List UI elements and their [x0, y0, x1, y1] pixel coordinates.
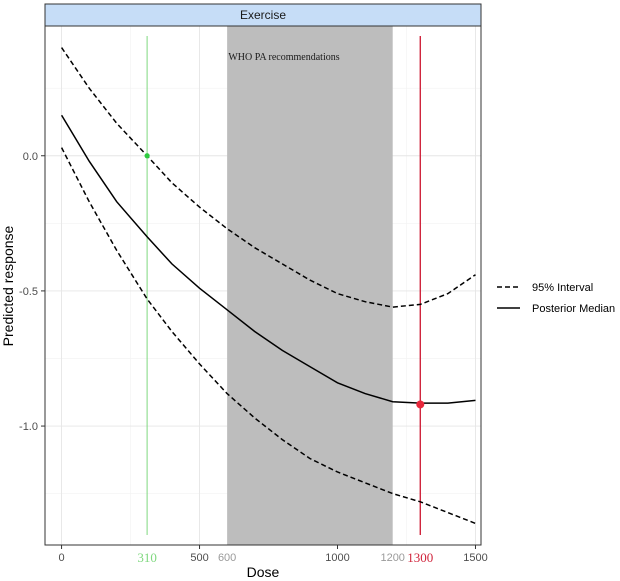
- region-label: WHO PA recommendations: [228, 52, 339, 63]
- highlight-point: [144, 153, 150, 159]
- x-tick-label-1300: 1300: [407, 550, 433, 565]
- x-tick-label: 0: [58, 552, 64, 564]
- y-tick-label: -1.0: [19, 421, 38, 433]
- x-axis-title: Dose: [247, 564, 280, 580]
- median-line: [60, 114, 476, 404]
- legend-label-median: Posterior Median: [532, 303, 615, 315]
- interval-line-0: [60, 47, 476, 308]
- who-recommendation-region: [227, 26, 393, 545]
- legend-label-interval: 95% Interval: [532, 282, 593, 294]
- x-tick-label: 1500: [463, 552, 487, 564]
- interval-line-1: [60, 147, 476, 525]
- x-tick-label: 1000: [325, 552, 349, 564]
- highlight-point: [416, 400, 425, 409]
- y-tick-label: 0.0: [23, 151, 38, 163]
- y-tick-label: -0.5: [19, 286, 38, 298]
- y-axis-title: Predicted response: [0, 225, 16, 346]
- legend: 95% Interval Posterior Median: [497, 282, 615, 315]
- facet-strip-title: Exercise: [240, 8, 286, 22]
- x-tick-label: 500: [190, 552, 208, 564]
- x-tick-label-1200: 1200: [380, 552, 404, 564]
- x-tick-label-600: 600: [218, 552, 236, 564]
- x-tick-label-310: 310: [137, 550, 157, 565]
